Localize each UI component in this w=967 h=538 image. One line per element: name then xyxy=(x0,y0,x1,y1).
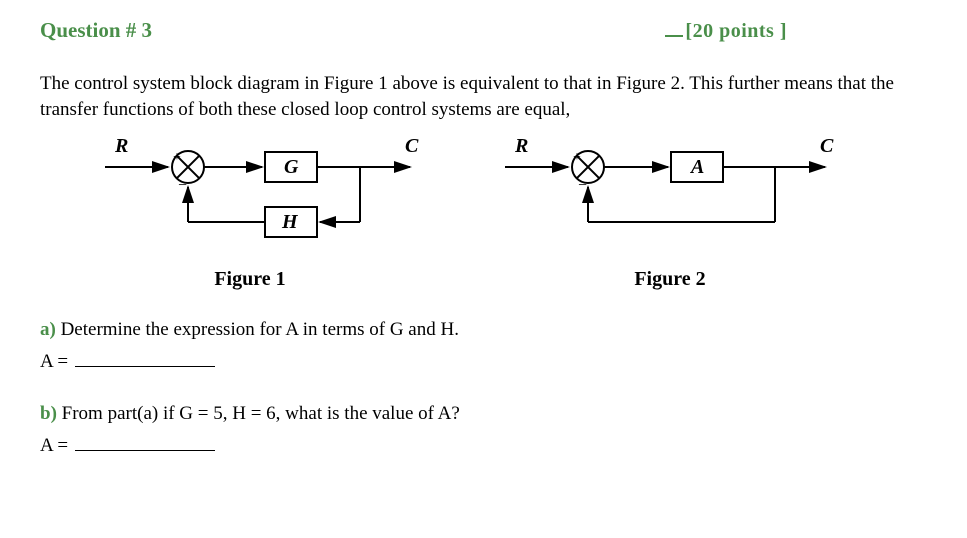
fig2-plus-sign: + xyxy=(573,150,581,165)
figure-1-diagram: R + − G C xyxy=(60,132,440,262)
part-b: b) From part(a) if G = 5, H = 6, what is… xyxy=(40,403,927,425)
fig2-minus-sign: − xyxy=(578,177,587,194)
part-a-blank[interactable] xyxy=(75,366,215,367)
fig2-input-label: R xyxy=(514,135,528,157)
fig1-g-label: G xyxy=(284,156,299,178)
fig1-plus-sign: + xyxy=(173,150,181,165)
fig1-h-label: H xyxy=(281,211,299,233)
figure-1-caption: Figure 1 xyxy=(214,268,285,291)
question-title: Question # 3 xyxy=(40,18,152,43)
points-label: [20 points ] xyxy=(665,20,787,43)
part-a-prefix: A = xyxy=(40,351,68,372)
part-b-text: From part(a) if G = 5, H = 6, what is th… xyxy=(62,403,460,424)
question-page: Question # 3 [20 points ] The control sy… xyxy=(0,0,967,538)
header-row: Question # 3 [20 points ] xyxy=(40,18,927,43)
part-a-answer: A = xyxy=(40,351,927,373)
figures-row: R + − G C xyxy=(40,132,927,291)
fig1-minus-sign: − xyxy=(178,177,187,194)
part-a-text: Determine the expression for A in terms … xyxy=(61,319,459,340)
fig1-output-label: C xyxy=(405,135,419,157)
fig2-a-label: A xyxy=(689,156,704,178)
points-underline xyxy=(665,35,683,37)
part-b-answer: A = xyxy=(40,435,927,457)
part-b-prefix: A = xyxy=(40,435,68,456)
part-b-blank[interactable] xyxy=(75,450,215,451)
figure-2-block: R + − A C Figure 2 xyxy=(480,132,860,291)
figure-2-diagram: R + − A C xyxy=(480,132,860,262)
points-text: [20 points ] xyxy=(685,20,787,42)
figure-1-block: R + − G C xyxy=(60,132,440,291)
fig1-input-label: R xyxy=(114,135,128,157)
figure-2-caption: Figure 2 xyxy=(634,268,705,291)
intro-text: The control system block diagram in Figu… xyxy=(40,71,927,122)
part-b-label: b) xyxy=(40,403,57,424)
fig2-output-label: C xyxy=(820,135,834,157)
part-a-label: a) xyxy=(40,319,56,340)
part-a: a) Determine the expression for A in ter… xyxy=(40,319,927,341)
